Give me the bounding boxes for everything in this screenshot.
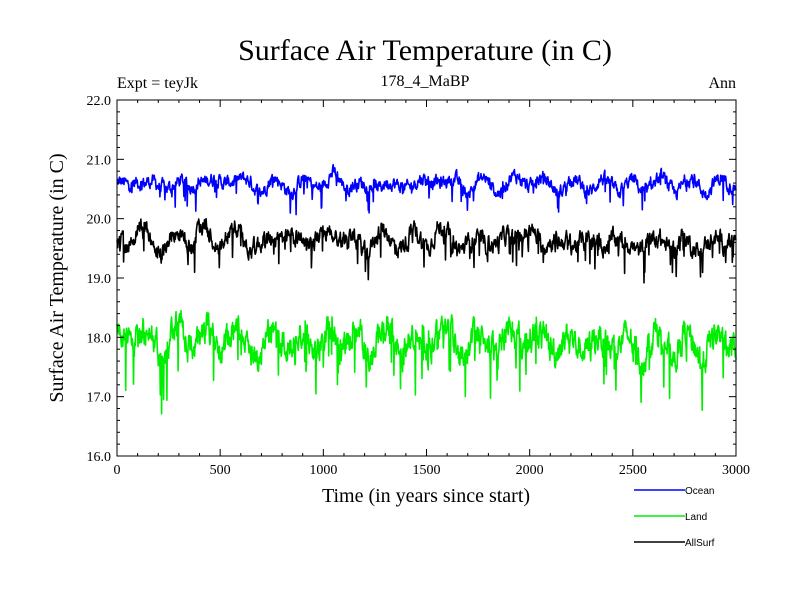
y-tick-label: 21.0 [87,153,112,168]
y-tick-label: 18.0 [87,331,112,346]
x-tick-label: 1000 [309,463,337,478]
y-tick-label: 16.0 [87,450,112,465]
chart-subtitle: 178_4_MaBP [381,73,470,90]
legend-label-ocean: Ocean [685,486,714,497]
x-tick-label: 2500 [619,463,647,478]
series-line-ocean [116,163,737,216]
series-layer [116,163,737,415]
legend-label-land: Land [685,512,707,523]
legend: Ocean Land AllSurf [634,486,715,549]
y-tick-label: 20.0 [87,213,112,228]
y-tick-label: 19.0 [87,272,112,287]
x-tick-label: 3000 [722,463,750,478]
x-axis-label: Time (in years since start) [322,485,530,507]
x-tick-label: 0 [114,463,121,478]
series-line-allsurf [116,217,737,284]
y-tick-label: 17.0 [87,391,112,406]
chart-title: Surface Air Temperature (in C) [238,34,612,67]
axis-layer: 0 500 1000 1500 2000 2500 3000 16.0 17.0 18.0 19.0… [87,94,751,478]
x-tick-label: 2000 [516,463,544,478]
y-axis-label: Surface Air Temperature (in C) [46,153,68,402]
x-tick-label: 500 [210,463,231,478]
legend-label-allsurf: AllSurf [685,538,715,549]
series-line-land [116,309,737,415]
season-note: Ann [708,75,736,92]
y-tick-label: 22.0 [87,94,112,109]
experiment-note: Expt = teyJk [117,75,198,92]
x-tick-label: 1500 [413,463,441,478]
